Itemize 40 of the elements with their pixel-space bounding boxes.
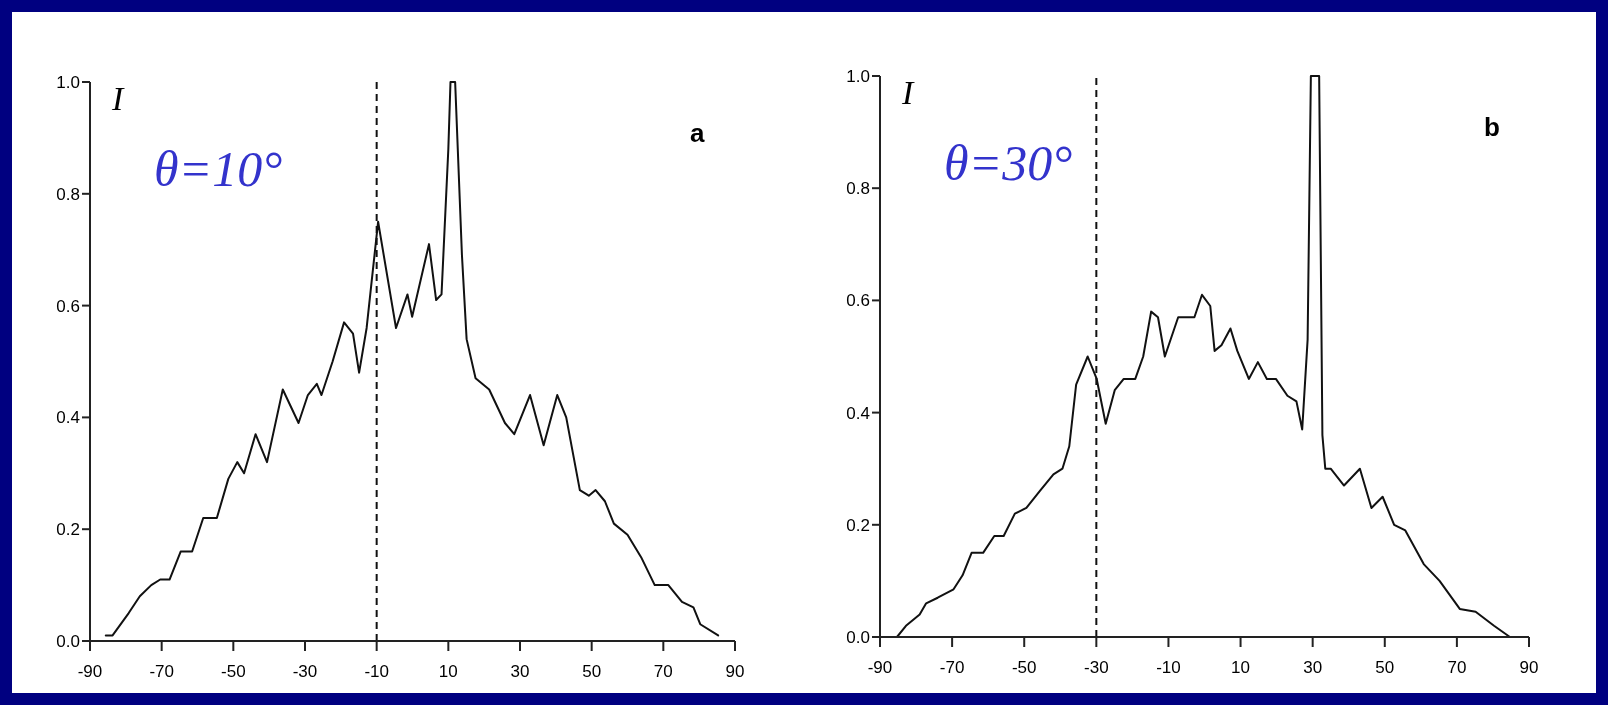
- y-tick-label: 0.2: [846, 515, 870, 535]
- x-tick-label: -90: [77, 662, 103, 681]
- y-axis-title: I: [901, 74, 915, 111]
- x-tick-label: -50: [221, 662, 246, 681]
- x-tick-label: 50: [1375, 658, 1395, 677]
- x-tick-label: 30: [1303, 658, 1323, 677]
- annotation: b: [1484, 112, 1500, 142]
- y-tick-label: 1.0: [56, 73, 80, 92]
- y-tick-label: 0.6: [56, 296, 80, 316]
- y-tick-label: 0.4: [56, 408, 80, 428]
- y-tick-label: 1.0: [846, 67, 870, 86]
- x-tick-label: -30: [1084, 658, 1109, 677]
- line-series: [895, 75, 1511, 638]
- annotation: θ=30°: [944, 135, 1073, 191]
- y-axis-title: I: [111, 80, 125, 117]
- y-tick-label: 0.4: [846, 403, 870, 423]
- line-series: [104, 81, 720, 637]
- annotation: a: [690, 118, 705, 148]
- x-tick-label: -10: [364, 662, 389, 681]
- x-tick-label: 70: [653, 662, 673, 681]
- y-tick-label: 0.0: [56, 632, 80, 651]
- x-tick-label: 90: [1519, 658, 1539, 677]
- y-tick-label: 0.8: [56, 184, 80, 204]
- x-tick-label: 90: [725, 662, 745, 681]
- x-tick-label: -70: [939, 658, 965, 677]
- x-tick-label: -10: [1156, 658, 1181, 677]
- y-tick-label: 0.8: [846, 179, 870, 199]
- x-tick-label: -50: [1011, 658, 1037, 677]
- y-tick-label: 0.6: [846, 291, 870, 311]
- x-tick-label: 10: [1231, 658, 1251, 677]
- x-tick-label: 10: [438, 662, 458, 681]
- y-tick-label: 0.0: [846, 628, 870, 647]
- x-tick-label: 50: [582, 662, 602, 681]
- x-tick-label: -30: [292, 662, 318, 681]
- y-tick-label: 0.2: [56, 520, 80, 540]
- x-tick-label: -70: [149, 662, 174, 681]
- annotation: θ=10°: [154, 141, 283, 197]
- x-tick-label: 70: [1447, 658, 1467, 677]
- x-tick-label: 30: [510, 662, 530, 681]
- x-tick-label: -90: [867, 658, 893, 677]
